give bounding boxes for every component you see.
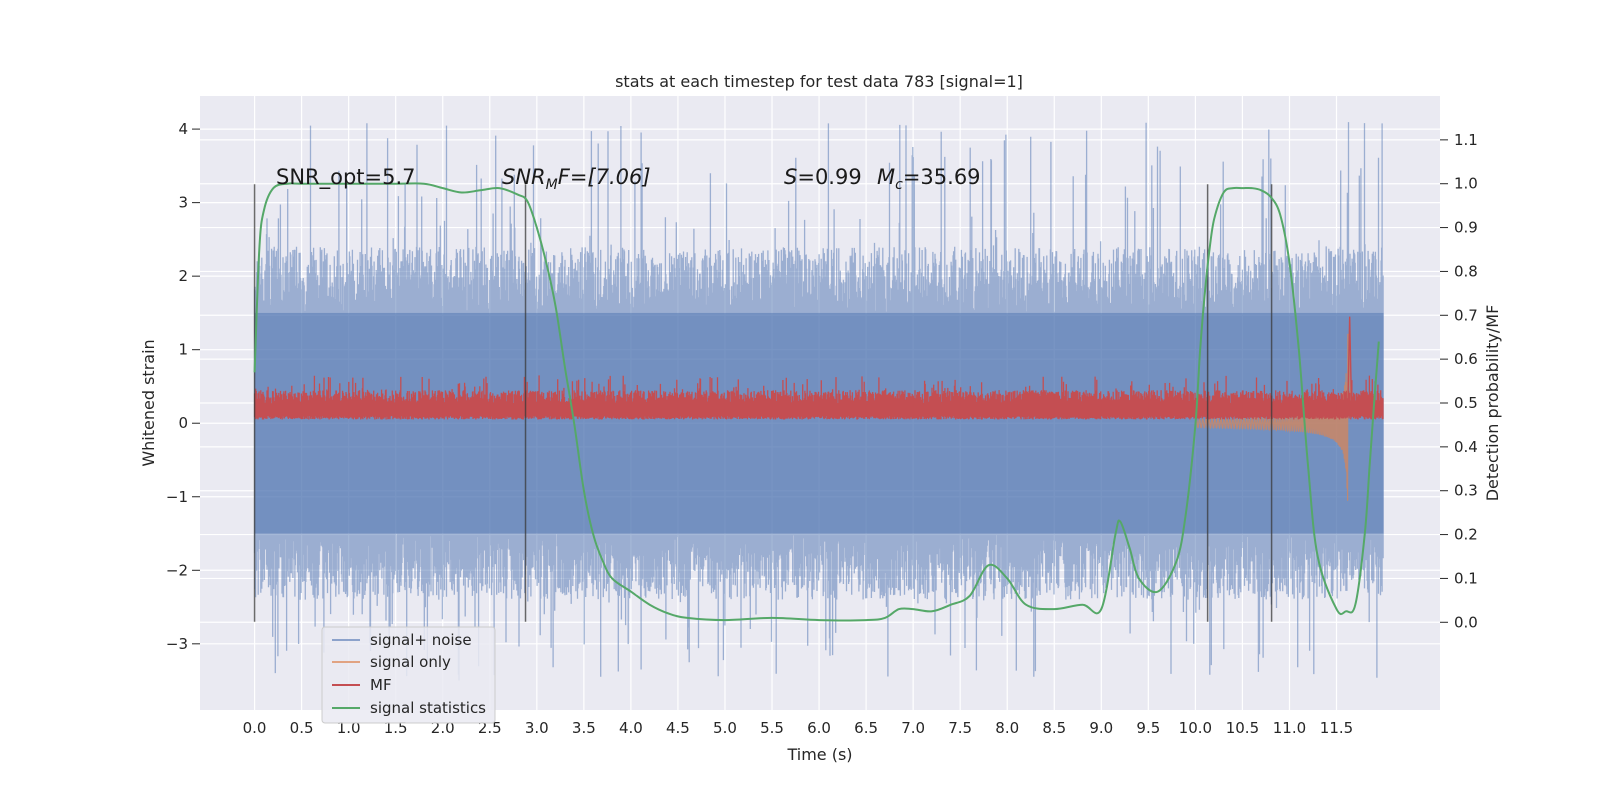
x-tick-label: 0.0: [243, 719, 267, 737]
annotation-s: S=0.99: [784, 165, 862, 189]
mf-peak: [1347, 316, 1353, 409]
x-tick-label: 9.5: [1136, 719, 1160, 737]
series-signal-statistics: [253, 182, 1380, 622]
y-axis-ticks: −3 −2 −1 0 1 2 3 4: [166, 120, 200, 653]
y2-tick-label: 0.3: [1454, 482, 1478, 500]
y2-tick-label: 0.0: [1454, 613, 1478, 631]
x-tick-label: 7.5: [948, 719, 972, 737]
y2-axis-label: Detection probability/MF: [1483, 305, 1502, 502]
annotation-snr-opt: SNR_opt=5.7: [276, 165, 416, 190]
x-axis-label: Time (s): [786, 745, 852, 764]
y2-tick-label: 0.1: [1454, 569, 1478, 587]
x-tick-label: 4.0: [619, 719, 643, 737]
y-tick-label: 1: [178, 341, 188, 359]
y-tick-label: 2: [178, 267, 188, 285]
x-tick-label: 8.5: [1042, 719, 1066, 737]
y2-tick-label: 1.1: [1454, 131, 1478, 149]
legend-label-signal-statistics: signal statistics: [370, 699, 486, 717]
y2-tick-label: 0.2: [1454, 526, 1478, 544]
y-tick-label: 0: [178, 414, 188, 432]
x-tick-label: 11.5: [1320, 719, 1353, 737]
y-tick-label: 3: [178, 194, 188, 212]
x-tick-label: 10.5: [1226, 719, 1259, 737]
x-tick-label: 10.0: [1179, 719, 1212, 737]
x-tick-label: 5.5: [760, 719, 784, 737]
x-tick-label: 6.5: [854, 719, 878, 737]
legend-label-signal-only: signal only: [370, 653, 451, 671]
legend-box: [321, 626, 496, 724]
x-tick-label: 8.0: [995, 719, 1019, 737]
y-tick-label: 4: [178, 120, 188, 138]
y2-tick-label: 1.0: [1454, 175, 1478, 193]
y-axis-label: Whitened strain: [139, 339, 158, 466]
y2-tick-label: 0.5: [1454, 394, 1478, 412]
y2-tick-label: 0.8: [1454, 262, 1478, 280]
x-tick-label: 6.0: [807, 719, 831, 737]
x-tick-label: 3.0: [525, 719, 549, 737]
y-tick-label: −2: [166, 561, 188, 579]
y-tick-label: −3: [166, 635, 188, 653]
y2-tick-label: 0.4: [1454, 438, 1478, 456]
legend-label-mf: MF: [370, 676, 392, 694]
annotation-mc: Mc=35.69: [877, 165, 981, 193]
y2-tick-label: 0.6: [1454, 350, 1478, 368]
chart-title: stats at each timestep for test data 783…: [615, 72, 1023, 91]
y2-tick-label: 0.9: [1454, 219, 1478, 237]
marker-lines: [253, 184, 1273, 622]
x-tick-label: 0.5: [290, 719, 314, 737]
x-tick-label: 5.0: [713, 719, 737, 737]
x-tick-label: 7.0: [901, 719, 925, 737]
x-tick-label: 4.5: [666, 719, 690, 737]
legend: signal+ noise signal only MF signal stat…: [321, 626, 496, 724]
annotation-snr-mf: SNRMF=[7.06]: [502, 165, 651, 193]
y2-tick-label: 0.7: [1454, 306, 1478, 324]
legend-label-signal-noise: signal+ noise: [370, 631, 472, 649]
x-tick-label: 9.0: [1089, 719, 1113, 737]
x-tick-label: 3.5: [572, 719, 596, 737]
signal-statistics-line: [253, 182, 1380, 622]
y-tick-label: −1: [166, 488, 188, 506]
y2-axis-ticks: 0.0 0.1 0.2 0.3 0.4 0.5 0.6 0.7 0.8 0.9 1.0 1.1: [1440, 131, 1478, 631]
x-tick-label: 11.0: [1273, 719, 1306, 737]
